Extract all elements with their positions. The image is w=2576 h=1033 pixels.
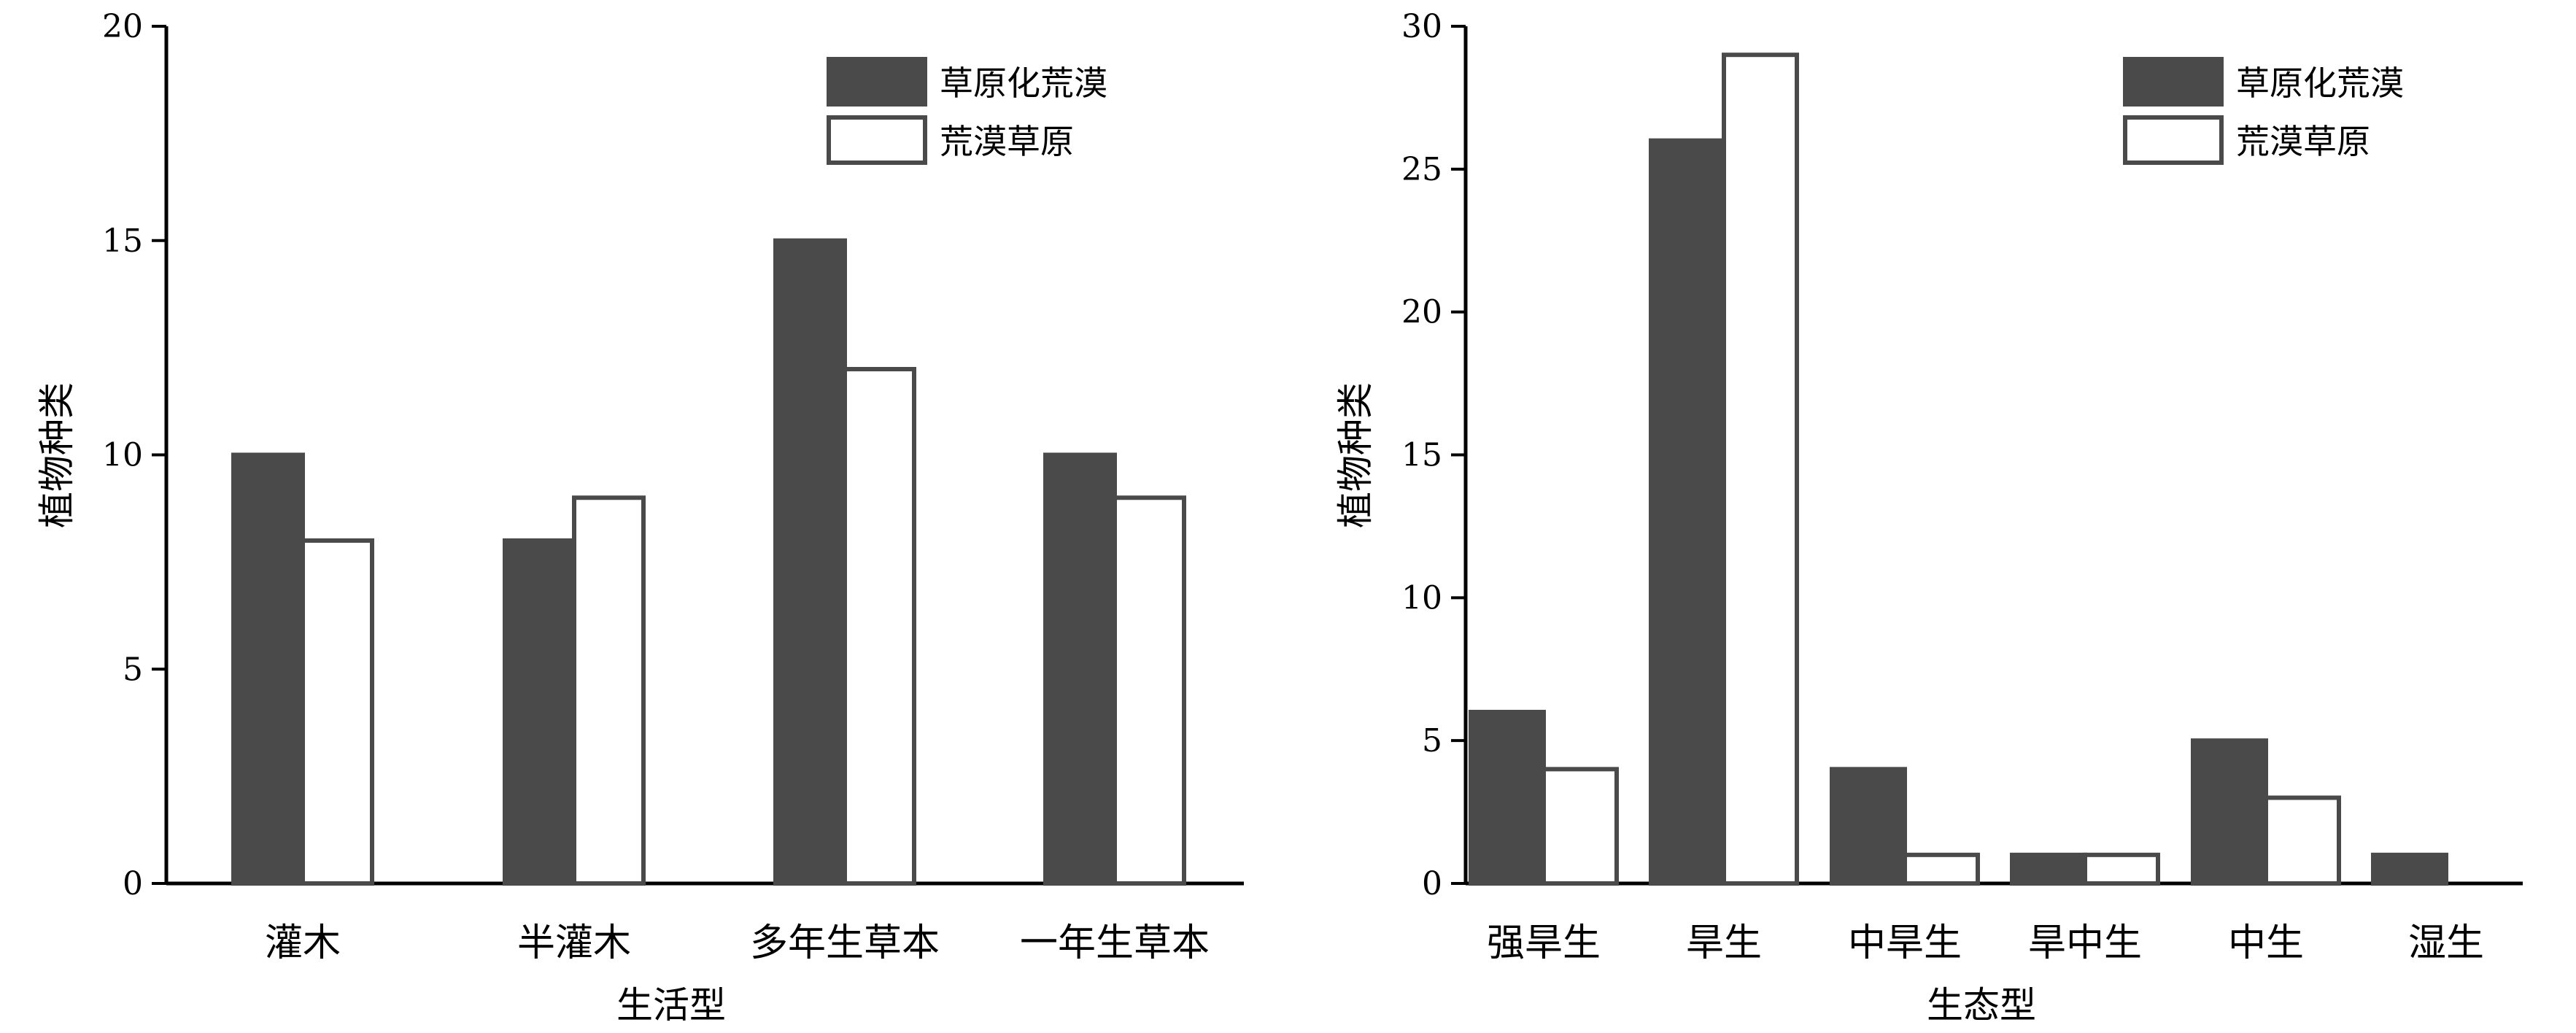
legend-swatch-series-1 — [2123, 57, 2224, 107]
x-tick-label: 中生 — [2228, 921, 2304, 965]
bars — [1469, 53, 2448, 886]
y-tick-label: 10 — [102, 437, 143, 474]
x-tick-labels: 灌木 半灌木 多年生草本 一年生草本 — [265, 921, 1210, 965]
x-tick-label: 强旱生 — [1487, 921, 1601, 965]
y-tick-label: 0 — [1422, 865, 1442, 902]
y-ticks: 0 5 10 15 20 25 30 — [1401, 8, 1466, 902]
x-tick-label: 多年生草本 — [750, 921, 940, 965]
y-tick-label: 25 — [1401, 151, 1442, 188]
chart-life-form: 0 5 10 15 20 灌木 半灌木 多年生草本 一年生草本 植物种类 生活型 草原化荒漠 … — [36, 8, 1244, 1026]
legend-label-series-1: 草原化荒漠 — [940, 63, 1107, 103]
bar-series-1-4 — [1043, 452, 1117, 886]
bar-series-1-1 — [1469, 710, 1546, 886]
bar-series-1-1 — [231, 452, 305, 886]
x-tick-label: 一年生草本 — [1020, 921, 1210, 965]
bar-series-2-4 — [2083, 852, 2160, 886]
x-tick-label: 半灌木 — [517, 921, 631, 965]
bar-series-2-1 — [1542, 767, 1619, 886]
bar-series-1-4 — [2010, 852, 2087, 886]
y-ticks: 0 5 10 15 20 — [102, 8, 166, 902]
legend-swatch-series-1 — [827, 57, 927, 107]
bar-series-2-3 — [1903, 852, 1980, 886]
y-tick-label: 15 — [102, 223, 143, 260]
bar-series-1-2 — [1649, 138, 1726, 886]
legend: 草原化荒漠 荒漠草原 — [2123, 57, 2404, 165]
y-tick-label: 0 — [123, 865, 143, 902]
y-tick-label: 5 — [1422, 722, 1442, 759]
legend: 草原化荒漠 荒漠草原 — [827, 57, 1107, 165]
x-tick-label: 灌木 — [265, 921, 341, 965]
y-tick-label: 30 — [1401, 8, 1442, 45]
legend-swatch-series-2 — [827, 115, 927, 165]
x-tick-label: 中旱生 — [1848, 921, 1962, 965]
legend-label-series-2: 荒漠草原 — [940, 122, 1074, 161]
x-axis-title: 生态型 — [1927, 984, 2036, 1026]
x-tick-labels: 强旱生 旱生 中旱生 旱中生 中生 湿生 — [1487, 921, 2484, 965]
bar-series-1-3 — [773, 238, 847, 886]
bar-series-2-2 — [1722, 53, 1799, 886]
x-axis-title: 生活型 — [616, 984, 726, 1026]
y-tick-label: 10 — [1401, 579, 1442, 616]
bar-series-2-3 — [843, 367, 916, 886]
y-tick-label: 15 — [1401, 437, 1442, 474]
y-axis-title: 植物种类 — [1334, 382, 1377, 528]
bar-series-2-4 — [1113, 495, 1186, 886]
legend-swatch-series-2 — [2123, 115, 2224, 165]
x-tick-label: 湿生 — [2408, 921, 2484, 965]
chart-ecotype: 0 5 10 15 20 25 30 强旱生 旱生 中旱生 旱中生 中生 湿生 植物种类 生态型 草原… — [1334, 8, 2523, 1026]
legend-label-series-2: 荒漠草原 — [2236, 122, 2370, 161]
bar-series-1-5 — [2191, 738, 2268, 886]
bars — [231, 238, 1186, 886]
y-tick-label: 5 — [123, 651, 143, 688]
bar-series-2-2 — [572, 495, 646, 886]
y-tick-label: 20 — [102, 8, 143, 45]
bar-series-1-3 — [1830, 767, 1907, 886]
bar-series-1-6 — [2371, 852, 2448, 886]
x-tick-label: 旱生 — [1686, 921, 1762, 965]
bar-series-2-1 — [301, 538, 374, 886]
bar-series-1-2 — [503, 538, 576, 886]
y-axis-title: 植物种类 — [36, 382, 78, 528]
bar-series-2-5 — [2264, 795, 2341, 886]
x-tick-label: 旱中生 — [2028, 921, 2142, 965]
legend-label-series-1: 草原化荒漠 — [2236, 63, 2404, 103]
y-tick-label: 20 — [1401, 294, 1442, 331]
